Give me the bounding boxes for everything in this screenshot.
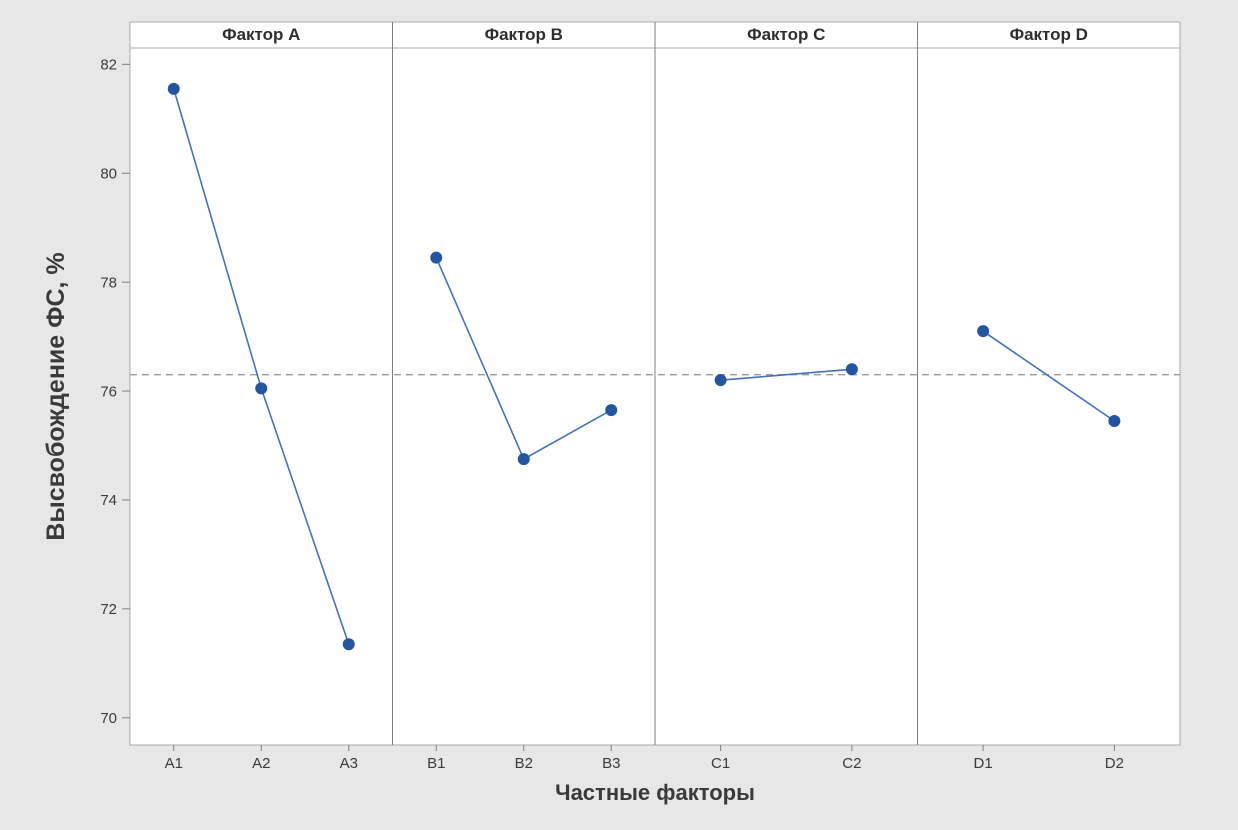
x-tick-label: B1: [427, 755, 445, 772]
panel-label: Фактор C: [747, 25, 825, 44]
y-tick-label: 80: [100, 165, 117, 182]
data-line: [982, 330, 1115, 422]
data-point: [845, 363, 858, 376]
x-tick-label: B3: [602, 755, 620, 772]
y-tick-label: 70: [100, 710, 117, 727]
x-tick-label: B2: [515, 755, 533, 772]
data-point: [255, 382, 268, 395]
data-point: [517, 453, 530, 466]
panel-label: Фактор B: [485, 25, 563, 44]
data-point: [714, 374, 727, 387]
x-tick-label: C2: [842, 755, 861, 772]
y-tick-label: 74: [100, 492, 117, 509]
panel-label: Фактор D: [1010, 25, 1088, 44]
x-axis-label: Частные факторы: [555, 780, 755, 805]
data-point: [430, 251, 443, 264]
x-tick-label: A1: [165, 755, 183, 772]
y-tick-label: 72: [100, 601, 117, 618]
y-axis-label: Высвобождение ФС, %: [42, 252, 70, 540]
data-point: [167, 82, 180, 95]
x-tick-label: A3: [340, 755, 358, 772]
data-line: [720, 368, 852, 381]
data-point: [1108, 415, 1121, 428]
data-point: [605, 404, 618, 417]
y-tick-label: 82: [100, 57, 117, 74]
y-tick-label: 76: [100, 383, 117, 400]
y-tick-label: 78: [100, 274, 117, 291]
x-tick-label: A2: [252, 755, 270, 772]
x-tick-label: D1: [974, 755, 993, 772]
x-tick-label: C1: [711, 755, 730, 772]
panel-label: Фактор A: [222, 25, 300, 44]
x-tick-label: D2: [1105, 755, 1124, 772]
data-point: [977, 325, 990, 338]
data-point: [342, 638, 355, 651]
